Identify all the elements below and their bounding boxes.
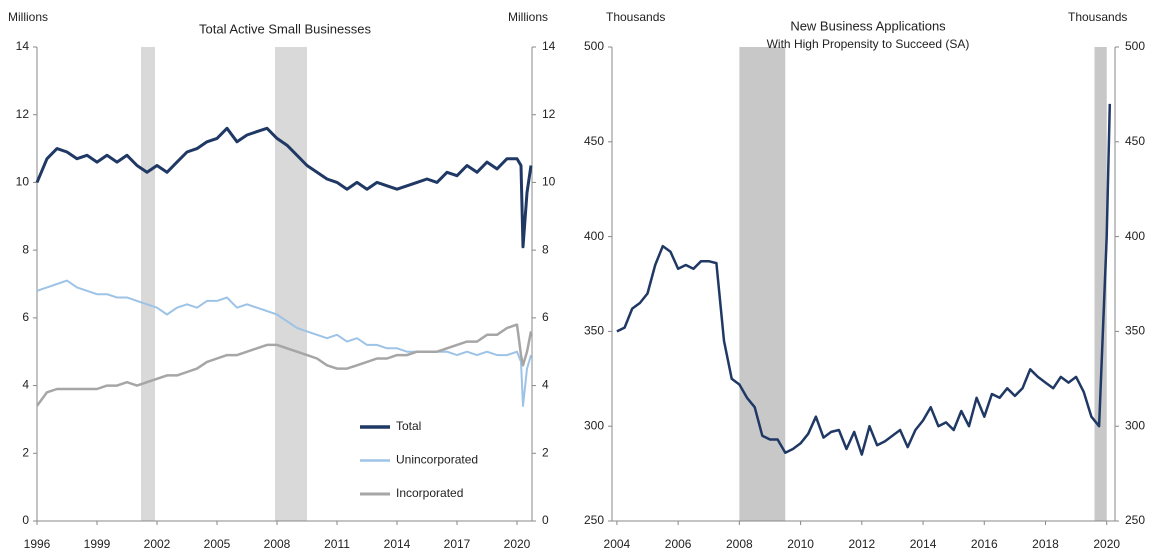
y2-unit-label: Thousands	[1068, 10, 1127, 24]
x-tick-label: 2020	[1093, 537, 1120, 551]
y2-tick-label: 14	[542, 39, 556, 53]
legend-label: Unincorporated	[396, 453, 478, 467]
y2-tick-label: 450	[1125, 134, 1145, 148]
recession-band	[141, 47, 155, 521]
x-tick-label: 2005	[204, 537, 231, 551]
x-tick-label: 2011	[324, 537, 350, 551]
x-tick-label: 2020	[504, 537, 531, 551]
y2-tick-label: 350	[1125, 324, 1145, 338]
series-line	[616, 103, 1112, 456]
y-tick-label: 12	[16, 107, 30, 121]
x-tick-label: 2018	[1032, 537, 1059, 551]
x-tick-label: 1996	[24, 537, 51, 551]
y2-tick-label: 6	[542, 310, 549, 324]
y2-tick-label: 250	[1125, 513, 1145, 527]
y2-tick-label: 300	[1125, 418, 1145, 432]
legend-label: Total	[396, 419, 421, 433]
series-line	[35, 323, 533, 407]
y2-tick-label: 0	[542, 513, 549, 527]
x-tick-label: 2014	[384, 537, 411, 551]
y-tick-label: 450	[584, 134, 604, 148]
y-unit-label: Millions	[8, 10, 48, 24]
y-tick-label: 10	[16, 175, 30, 189]
y-tick-label: 400	[584, 229, 604, 243]
y2-tick-label: 8	[542, 242, 549, 256]
x-tick-label: 2006	[665, 537, 692, 551]
y-tick-label: 0	[22, 513, 29, 527]
recession-band	[739, 47, 786, 521]
x-tick-label: 2012	[848, 537, 875, 551]
y2-tick-label: 4	[542, 378, 549, 392]
x-tick-label: 2016	[971, 537, 998, 551]
x-tick-label: 2008	[264, 537, 291, 551]
recession-band	[1094, 47, 1107, 521]
y2-tick-label: 10	[542, 175, 556, 189]
recession-band	[275, 47, 307, 521]
x-tick-label: 2008	[726, 537, 753, 551]
x-tick-label: 2014	[910, 537, 937, 551]
y-tick-label: 4	[22, 378, 29, 392]
y-tick-label: 14	[16, 39, 30, 53]
chart-title: New Business Applications	[790, 18, 946, 33]
chart-title: Total Active Small Businesses	[199, 21, 371, 36]
chart-subtitle: With High Propensity to Succeed (SA)	[767, 37, 970, 51]
y-tick-label: 250	[584, 513, 604, 527]
y2-tick-label: 400	[1125, 229, 1145, 243]
y-tick-label: 350	[584, 324, 604, 338]
y-tick-label: 500	[584, 39, 604, 53]
x-tick-label: 2004	[604, 537, 631, 551]
y-unit-label: Thousands	[606, 10, 665, 24]
y-tick-label: 2	[22, 445, 29, 459]
x-tick-label: 2002	[144, 537, 171, 551]
series-line	[35, 126, 533, 249]
x-tick-label: 2010	[787, 537, 814, 551]
y2-tick-label: 12	[542, 107, 556, 121]
y2-unit-label: Millions	[508, 10, 548, 24]
x-tick-label: 2017	[444, 537, 471, 551]
y-tick-label: 8	[22, 242, 29, 256]
y2-tick-label: 500	[1125, 39, 1145, 53]
series-line	[36, 279, 532, 407]
y2-tick-label: 2	[542, 445, 549, 459]
y-tick-label: 300	[584, 418, 604, 432]
y-tick-label: 6	[22, 310, 29, 324]
x-tick-label: 1999	[84, 537, 111, 551]
legend-label: Incorporated	[396, 486, 463, 500]
